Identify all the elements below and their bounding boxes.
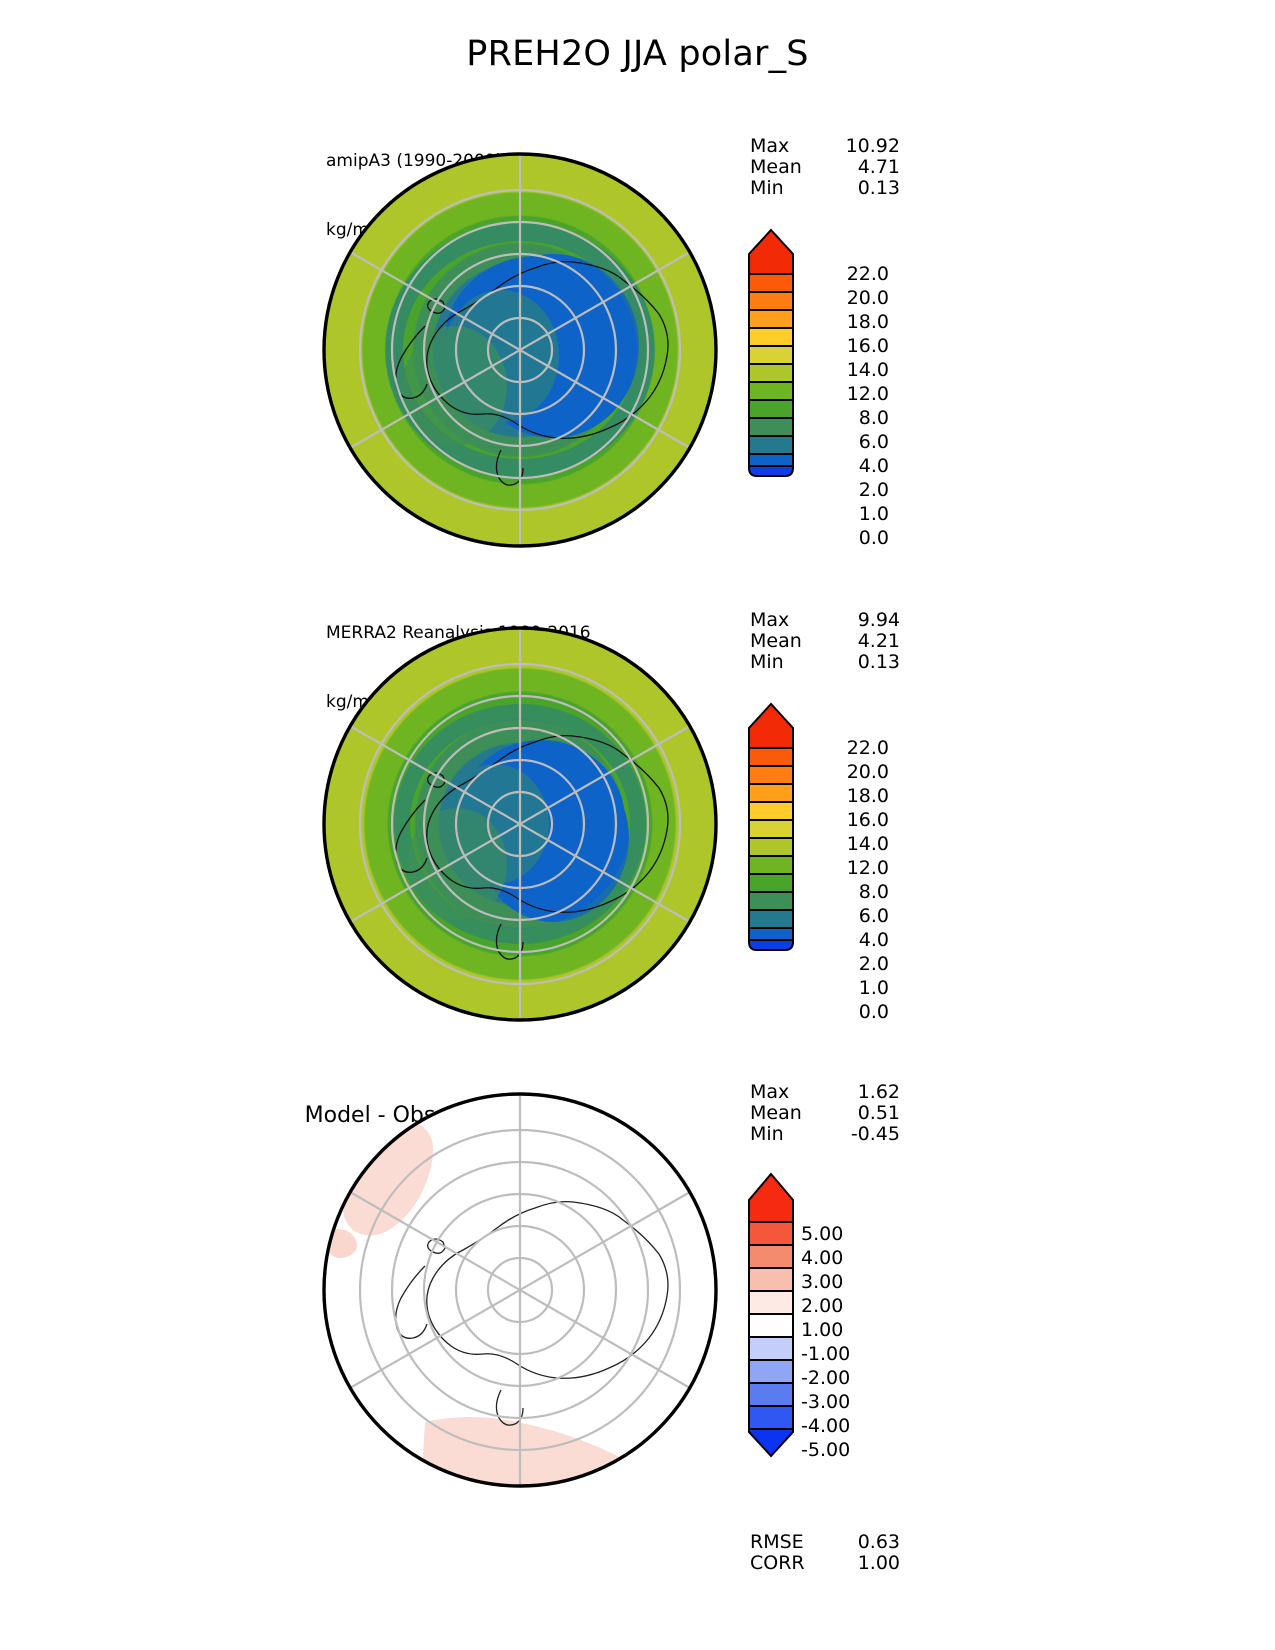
- colorbar-tick-labels: 22.0 20.0 18.0 16.0 14.0 12.0 8.0 6.0 4.…: [797, 262, 889, 550]
- colorbar-tick: 4.0: [858, 455, 889, 477]
- colorbar-tick: 3.00: [801, 1271, 844, 1293]
- colorbar-tick: 18.0: [846, 785, 889, 807]
- map-difference-graticule: [349, 1094, 691, 1486]
- stat-row: Mean 4.21: [750, 630, 900, 652]
- panel-difference-stats: Max 1.62 Mean 0.51 Min -0.45: [750, 1082, 900, 1145]
- panel-difference: Model - Obs: [0, 1050, 1275, 1590]
- colorbar-tick: 14.0: [846, 359, 889, 381]
- colorbar-tick: 22.0: [846, 263, 889, 285]
- colorbar-tick: 16.0: [846, 809, 889, 831]
- colorbar-tick: 0.0: [858, 1001, 889, 1023]
- panel-obs: MERRA2 Reanalysis 1980-2016 kg/m2: [0, 572, 1275, 1042]
- difference-colorbar-tick-labels: 5.00 4.00 3.00 2.00 1.00 -1.00 -2.00 -3.…: [801, 1222, 897, 1462]
- colorbar-tick: -1.00: [801, 1343, 851, 1365]
- value-colorbar-model: 22.0 20.0 18.0 16.0 14.0 12.0 8.0 6.0 4.…: [745, 218, 945, 549]
- stat-row: Mean 4.71: [750, 156, 900, 178]
- stat-row: Min 0.13: [750, 177, 900, 199]
- colorbar-tick: 2.00: [801, 1295, 844, 1317]
- colorbar-tick: 14.0: [846, 833, 889, 855]
- colorbar-tick: 18.0: [846, 311, 889, 333]
- skill-row: CORR 1.00: [750, 1552, 900, 1574]
- colorbar-tick: -5.00: [801, 1439, 851, 1461]
- value-colorbar-obs: 22.0 20.0 18.0 16.0 14.0 12.0 8.0 6.0 4.…: [745, 692, 945, 1023]
- map-model: [305, 150, 735, 550]
- map-difference-outline: [322, 1092, 718, 1488]
- difference-colorbar: 5.00 4.00 3.00 2.00 1.00 -1.00 -2.00 -3.…: [745, 1160, 945, 1462]
- colorbar-tick: 20.0: [846, 761, 889, 783]
- colorbar-tick: -2.00: [801, 1367, 851, 1389]
- colorbar-tick: 5.00: [801, 1223, 844, 1245]
- colorbar-swatches: [748, 228, 794, 477]
- colorbar-tick: 0.0: [858, 527, 889, 549]
- figure-title: PREH2O JJA polar_S: [466, 34, 809, 74]
- panel-model: amipA3 (1990-2009) kg/m2: [0, 100, 1275, 570]
- colorbar-tick: 4.0: [858, 929, 889, 951]
- colorbar-tick: 8.0: [858, 881, 889, 903]
- colorbar-tick: 1.00: [801, 1319, 844, 1341]
- colorbar-tick: 6.0: [858, 431, 889, 453]
- stat-row: Mean 0.51: [750, 1102, 900, 1124]
- colorbar-tick: 12.0: [846, 857, 889, 879]
- colorbar-tick-labels: 22.0 20.0 18.0 16.0 14.0 12.0 8.0 6.0 4.…: [797, 736, 889, 1024]
- stat-row: Min -0.45: [750, 1123, 900, 1145]
- stat-row: Min 0.13: [750, 651, 900, 673]
- colorbar-tick: 12.0: [846, 383, 889, 405]
- stat-row: Max 1.62: [750, 1081, 900, 1103]
- colorbar-swatches: [748, 702, 794, 951]
- panel-difference-skill: RMSE 0.63 CORR 1.00: [750, 1532, 900, 1574]
- stat-row: Max 10.92: [750, 135, 900, 157]
- colorbar-tick: 2.0: [858, 479, 889, 501]
- map-model-outline: [322, 152, 718, 548]
- colorbar-tick: 2.0: [858, 953, 889, 975]
- colorbar-tick: 20.0: [846, 287, 889, 309]
- skill-row: RMSE 0.63: [750, 1531, 900, 1553]
- colorbar-tick: 1.0: [858, 977, 889, 999]
- colorbar-tick: 6.0: [858, 905, 889, 927]
- colorbar-tick: -4.00: [801, 1415, 851, 1437]
- map-obs: [305, 624, 735, 1024]
- colorbar-tick: 4.00: [801, 1247, 844, 1269]
- map-obs-outline: [322, 626, 718, 1022]
- colorbar-tick: 22.0: [846, 737, 889, 759]
- panel-obs-stats: Max 9.94 Mean 4.21 Min 0.13: [750, 610, 900, 673]
- colorbar-swatches: [748, 1172, 794, 1458]
- colorbar-tick: 1.0: [858, 503, 889, 525]
- map-difference: [305, 1090, 735, 1490]
- colorbar-tick: 8.0: [858, 407, 889, 429]
- stat-row: Max 9.94: [750, 609, 900, 631]
- colorbar-tick: 16.0: [846, 335, 889, 357]
- map-obs-graticule: [349, 628, 691, 1020]
- panel-model-stats: Max 10.92 Mean 4.71 Min 0.13: [750, 136, 900, 199]
- map-model-graticule: [349, 154, 691, 546]
- colorbar-tick: -3.00: [801, 1391, 851, 1413]
